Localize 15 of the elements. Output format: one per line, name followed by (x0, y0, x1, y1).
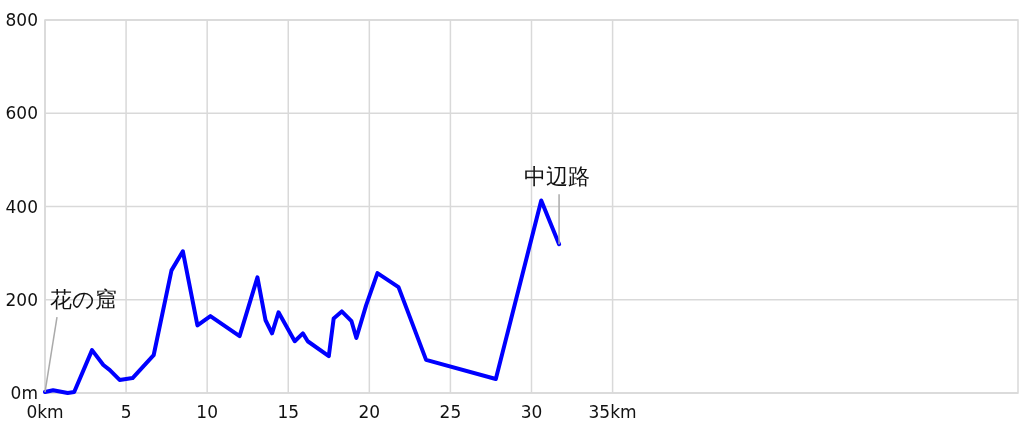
annotation: 花の窟 (49, 287, 117, 313)
x-tick-label: 30 (520, 402, 543, 422)
y-tick-label: 600 (5, 103, 38, 124)
x-tick-label: 5 (120, 402, 132, 422)
y-tick-label: 400 (5, 196, 38, 217)
y-tick-label: 200 (5, 289, 38, 310)
y-tick-label: 0m (10, 383, 38, 403)
x-tick-label: 0km (26, 402, 64, 422)
y-tick-label: 800 (5, 10, 38, 30)
x-tick-label: 10 (196, 402, 218, 422)
x-tick-label: 15 (277, 402, 300, 422)
x-tick-label: 20 (358, 402, 381, 422)
annotation: 中辺路 (524, 164, 591, 190)
x-tick-label: 35km (588, 402, 637, 422)
x-tick-label: 25 (439, 402, 462, 422)
